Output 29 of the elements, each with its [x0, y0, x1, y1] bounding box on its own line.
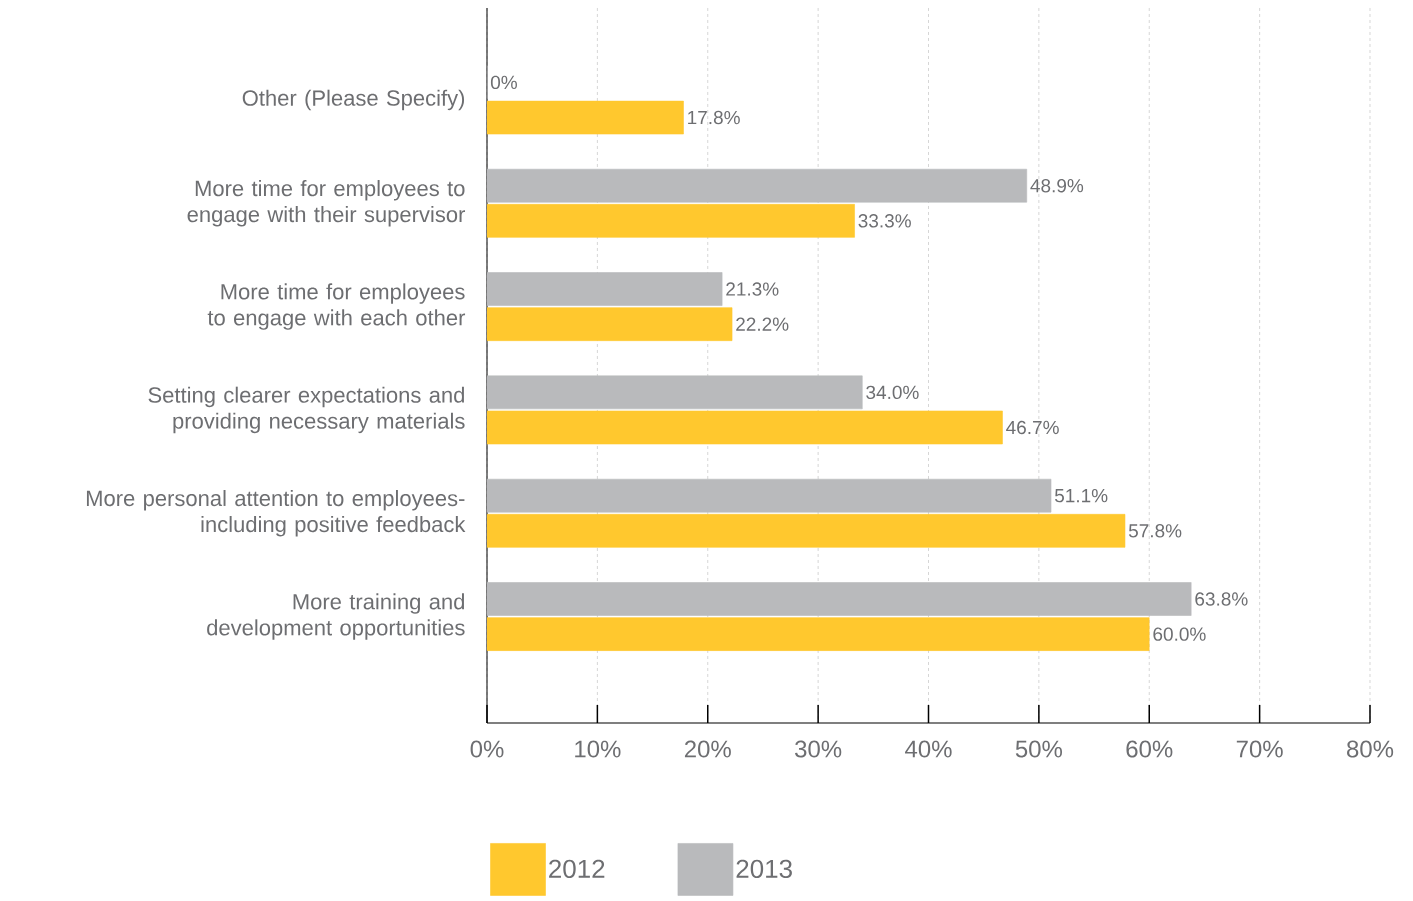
y-tick-label: Setting clearer expectations and providing necessary materials [148, 386, 465, 434]
data-label: 0% [490, 75, 517, 90]
x-tick-label: 40% [905, 740, 952, 758]
y-tick-label: More personal attention to employees-including positive feedback [86, 489, 466, 537]
y-tick-label: More time for employees to engage with each other [207, 283, 466, 330]
data-label: 63.8% [1195, 592, 1248, 606]
data-label: 33.3% [858, 214, 911, 228]
x-tick-label: 10% [575, 740, 621, 758]
x-tick-label: 20% [684, 740, 731, 758]
y-tick-label: More time for employees to engage with their supervisor [187, 180, 466, 227]
data-label: 57.8% [1128, 524, 1182, 538]
data-label: 22.2% [736, 317, 789, 331]
data-label: 17.8% [688, 110, 740, 125]
x-tick-label: 70% [1236, 740, 1283, 758]
y-tick-label: Other (Please Specify) [242, 89, 465, 111]
data-label: 34.0% [866, 385, 919, 400]
legend-label: 2013 [736, 859, 792, 879]
x-tick-label: 50% [1015, 740, 1063, 758]
legend-label: 2012 [549, 859, 605, 879]
data-label: 46.7% [1006, 420, 1059, 435]
data-label: 48.9% [1030, 178, 1084, 193]
x-tick-label: 60% [1126, 740, 1173, 758]
y-tick-label: More training and development opportunities [207, 593, 465, 640]
x-tick-label: 80% [1347, 740, 1394, 758]
x-tick-label: 30% [795, 740, 842, 758]
x-tick-label: 0% [470, 740, 504, 758]
data-label: 51.1% [1054, 489, 1108, 503]
data-label: 21.3% [726, 282, 779, 296]
data-label: 60.0% [1153, 627, 1206, 641]
